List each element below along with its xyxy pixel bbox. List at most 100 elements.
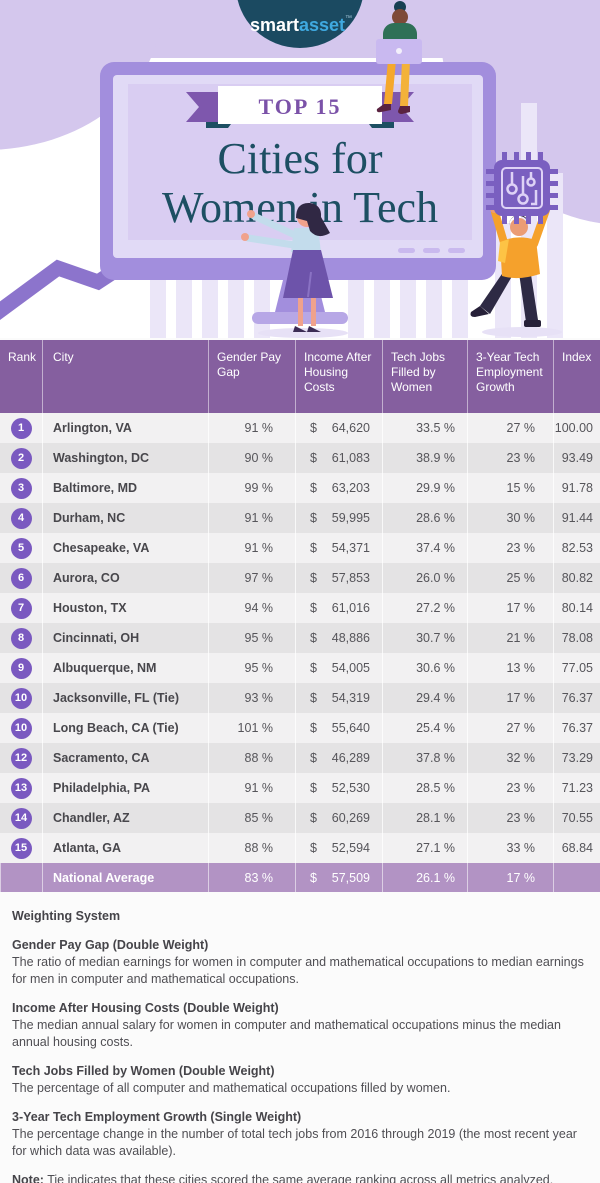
income-value: 63,203 — [331, 481, 370, 495]
income-value: 54,005 — [331, 661, 370, 675]
income-cell: $52,594 — [295, 833, 382, 863]
footnote-heading: 3-Year Tech Employment Growth (Single We… — [12, 1110, 302, 1124]
gender-pay-gap-cell: 91 % — [208, 413, 295, 443]
top15-ribbon: TOP 15 — [186, 86, 414, 128]
growth-cell: 17 % — [467, 863, 553, 892]
rank-badge: 13 — [10, 777, 32, 799]
rank-cell: 10 — [0, 713, 42, 743]
shadow — [258, 328, 348, 338]
income-cell: $55,640 — [295, 713, 382, 743]
smartasset-logo: smart asset ™ — [237, 0, 363, 48]
gender-pay-gap-cell: 99 % — [208, 473, 295, 503]
growth-cell: 32 % — [467, 743, 553, 773]
footnotes: Weighting System Gender Pay Gap (Double … — [0, 892, 600, 1183]
income-cell: $61,016 — [295, 593, 382, 623]
income-cell: $57,509 — [295, 863, 382, 892]
logo-text-asset: asset — [299, 15, 345, 35]
income-cell: $63,203 — [295, 473, 382, 503]
table-body: 1 Arlington, VA 91 % $64,620 33.5 % 27 % 100.0… — [0, 413, 600, 892]
chip-icon — [486, 152, 558, 224]
city-cell: Washington, DC — [42, 443, 208, 473]
logo-ellipse — [237, 0, 363, 48]
table-row: 1 Arlington, VA 91 % $64,620 33.5 % 27 % 100.0… — [0, 413, 600, 443]
growth-cell: 17 % — [467, 683, 553, 713]
table-row: 2 Washington, DC 90 % $61,083 38.9 % 23 % 93.4… — [0, 443, 600, 473]
growth-cell: 27 % — [467, 713, 553, 743]
income-value: 64,620 — [331, 421, 370, 435]
growth-cell: 17 % — [467, 593, 553, 623]
footnote-body: The ratio of median earnings for women i… — [12, 955, 584, 986]
rank-badge: 5 — [10, 537, 32, 559]
table-row: 13 Philadelphia, PA 91 % $52,530 28.5 % 23 % 7… — [0, 773, 600, 803]
table-row: 7 Houston, TX 94 % $61,016 27.2 % 17 % 80.14 — [0, 593, 600, 623]
column-header-income: Income After Housing Costs — [295, 340, 382, 413]
tech-jobs-cell: 26.0 % — [382, 563, 467, 593]
index-cell: 70.55 — [553, 803, 600, 833]
rank-badge: 12 — [10, 747, 32, 769]
income-cell: $60,269 — [295, 803, 382, 833]
torso — [500, 237, 540, 279]
index-cell: 77.05 — [553, 653, 600, 683]
currency-symbol: $ — [310, 691, 317, 705]
income-cell: $54,371 — [295, 533, 382, 563]
tech-jobs-cell: 25.4 % — [382, 713, 467, 743]
ribbon-panel — [218, 86, 382, 124]
sitting-person — [376, 1, 422, 114]
gender-pay-gap-cell: 91 % — [208, 773, 295, 803]
city-cell: Chandler, AZ — [42, 803, 208, 833]
currency-symbol: $ — [310, 721, 317, 735]
ranking-table: Rank City Gender Pay Gap Income After Ho… — [0, 340, 600, 892]
gender-pay-gap-cell: 93 % — [208, 683, 295, 713]
income-cell: $59,995 — [295, 503, 382, 533]
rank-badge: 10 — [10, 717, 32, 739]
tech-jobs-cell: 37.8 % — [382, 743, 467, 773]
currency-symbol: $ — [310, 870, 317, 885]
rank-cell: 10 — [0, 683, 42, 713]
index-cell: 100.00 — [553, 413, 600, 443]
rank-cell: 4 — [0, 503, 42, 533]
note-text: Tie indicates that these cities scored t… — [43, 1173, 554, 1183]
note-label: Note: — [12, 1173, 44, 1183]
gender-pay-gap-cell: 90 % — [208, 443, 295, 473]
index-cell: 80.82 — [553, 563, 600, 593]
rank-cell: 13 — [0, 773, 42, 803]
rank-badge: 8 — [10, 627, 32, 649]
income-cell: $54,319 — [295, 683, 382, 713]
tech-jobs-cell: 33.5 % — [382, 413, 467, 443]
national-average-row: National Average 83 % $57,509 26.1 % 17 % — [0, 863, 600, 892]
income-value: 57,853 — [331, 571, 370, 585]
logo-trademark: ™ — [345, 15, 352, 22]
tech-jobs-cell: 29.9 % — [382, 473, 467, 503]
gender-pay-gap-cell: 91 % — [208, 503, 295, 533]
table-row: 9 Albuquerque, NM 95 % $54,005 30.6 % 13 % 77.… — [0, 653, 600, 683]
tech-jobs-cell: 28.5 % — [382, 773, 467, 803]
gender-pay-gap-cell: 101 % — [208, 713, 295, 743]
rank-cell: 7 — [0, 593, 42, 623]
footnote-body: The median annual salary for women in co… — [12, 1018, 561, 1049]
currency-symbol: $ — [310, 631, 317, 645]
table-row: 10 Jacksonville, FL (Tie) 93 % $54,319 29.4 … — [0, 683, 600, 713]
column-header-gender-pay-gap: Gender Pay Gap — [208, 340, 295, 413]
tech-jobs-cell: 38.9 % — [382, 443, 467, 473]
income-value: 48,886 — [331, 631, 370, 645]
city-cell: Atlanta, GA — [42, 833, 208, 863]
income-cell: $54,005 — [295, 653, 382, 683]
chip-person — [470, 152, 562, 337]
growth-cell: 25 % — [467, 563, 553, 593]
column-header-rank: Rank — [8, 350, 37, 364]
rank-badge: 9 — [10, 657, 32, 679]
growth-cell: 23 % — [467, 773, 553, 803]
income-value: 46,289 — [331, 751, 370, 765]
city-cell: Houston, TX — [42, 593, 208, 623]
tech-jobs-cell: 28.1 % — [382, 803, 467, 833]
currency-symbol: $ — [310, 751, 317, 765]
income-value: 52,530 — [331, 781, 370, 795]
city-cell: Cincinnati, OH — [42, 623, 208, 653]
table-header-row: Rank City Gender Pay Gap Income After Ho… — [0, 340, 600, 413]
income-cell: $57,853 — [295, 563, 382, 593]
footnote-body: The percentage of all computer and mathe… — [12, 1081, 451, 1095]
rank-cell: 12 — [0, 743, 42, 773]
index-cell: 73.29 — [553, 743, 600, 773]
tech-jobs-cell: 28.6 % — [382, 503, 467, 533]
